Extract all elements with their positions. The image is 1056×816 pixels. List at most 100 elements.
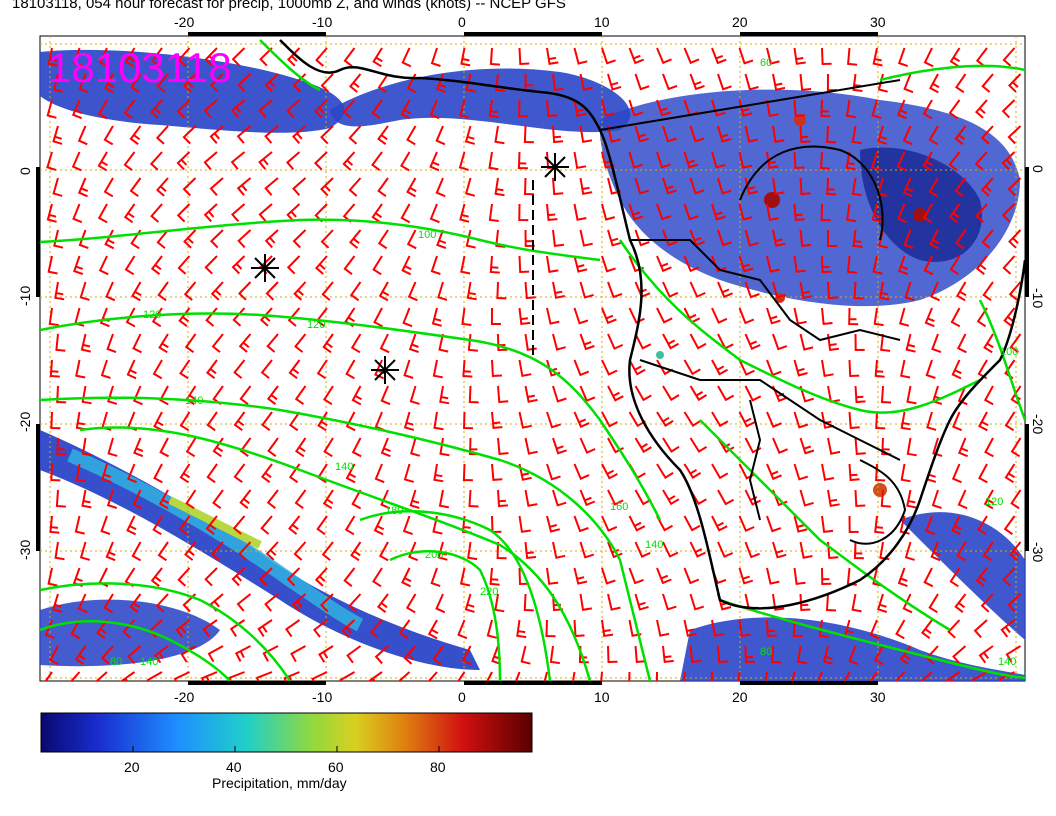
wind-barb (846, 567, 857, 586)
wind-barb (203, 203, 218, 223)
wind-barb (854, 385, 866, 404)
wind-barb (433, 463, 444, 483)
colorbar-tick: 80 (430, 759, 446, 775)
wind-barb (286, 255, 301, 275)
wind-barb (983, 385, 994, 406)
wind-barb (880, 489, 891, 508)
wind-barb (949, 567, 961, 588)
wind-barb (683, 255, 700, 273)
wind-barb (980, 593, 994, 613)
wind-barb (546, 567, 559, 585)
wind-barb (496, 281, 507, 300)
wind-barb (438, 333, 449, 353)
wind-barb (689, 541, 706, 558)
wind-barb (351, 489, 362, 510)
wind-barb (711, 619, 724, 637)
wind-barb (853, 541, 864, 560)
wind-barb (457, 619, 468, 640)
contour-line (40, 620, 231, 681)
wind-barb (662, 645, 674, 664)
wind-barb (286, 47, 301, 67)
wind-barb (123, 203, 136, 224)
wind-barb (628, 203, 644, 221)
wind-barb (766, 307, 781, 325)
wind-barb (204, 567, 218, 587)
wind-barb (738, 359, 755, 376)
lat-tick-right: -10 (1030, 288, 1046, 308)
wind-barb (185, 489, 197, 510)
wind-barb (72, 203, 83, 224)
wind-barb (998, 671, 1015, 681)
wind-barb (294, 333, 307, 353)
wind-barb (902, 125, 913, 146)
wind-barb (173, 671, 190, 681)
wind-barb (95, 671, 108, 681)
wind-barb (183, 229, 197, 249)
contour-line (389, 550, 502, 681)
wind-barb (853, 281, 864, 300)
wind-barb (293, 541, 307, 561)
wind-barb (266, 385, 279, 405)
lon-tick-bottom: 0 (458, 689, 466, 705)
wind-barb (847, 255, 858, 274)
precip-southeast-ocean (680, 617, 1025, 681)
wind-barb (157, 541, 169, 562)
wind-barb (233, 359, 246, 379)
wind-barb (150, 203, 163, 223)
contour-line (40, 582, 292, 681)
wind-barb (129, 125, 142, 146)
wind-barb (266, 489, 279, 509)
wind-barb (744, 281, 760, 299)
wind-barb (259, 47, 273, 67)
wind-barb (543, 671, 548, 681)
wind-barb (153, 411, 164, 432)
wind-barb (497, 385, 509, 404)
wind-barb (290, 645, 306, 663)
wind-barb (406, 177, 417, 198)
wind-barb (601, 99, 615, 117)
wind-barb (292, 229, 307, 249)
wind-barb (291, 125, 307, 144)
wind-barb (77, 177, 89, 198)
lat-tick-right: 0 (1030, 165, 1046, 173)
wind-barb (634, 73, 650, 91)
wind-barb (429, 99, 440, 120)
wind-barb (948, 203, 961, 224)
wind-barb (518, 255, 530, 274)
lat-tick-left: -30 (17, 540, 33, 560)
wind-barb (573, 359, 590, 377)
wind-barb (900, 463, 911, 483)
wind-barb (683, 203, 699, 221)
wind-barb (103, 177, 114, 198)
wind-barb (601, 463, 618, 480)
wind-barb (772, 541, 787, 559)
wind-barb (524, 437, 538, 455)
contour-label: 200 (425, 549, 443, 561)
wind-barb (286, 99, 301, 119)
coastline-west-africa (279, 39, 1025, 610)
wind-barb (744, 645, 755, 664)
wind-barb (579, 281, 594, 299)
wind-barb (717, 385, 735, 402)
wind-barb (106, 489, 118, 509)
wind-barb (490, 307, 501, 325)
wind-barb (957, 437, 969, 458)
wind-barb (457, 671, 466, 681)
wind-barb (711, 515, 728, 532)
wind-barb (313, 151, 328, 171)
wind-barb (267, 437, 279, 458)
wind-barb (346, 645, 362, 664)
wind-barb (518, 307, 531, 326)
wind-barb (766, 567, 780, 585)
wind-barb (848, 411, 860, 430)
wind-barb (826, 125, 837, 144)
wind-barb (573, 151, 587, 169)
wind-barb (97, 151, 109, 172)
wind-barb (951, 359, 962, 380)
wind-barb (799, 489, 814, 507)
wind-barb (153, 645, 169, 664)
wind-barb (461, 645, 472, 666)
wind-barb (524, 489, 538, 507)
border (739, 145, 884, 241)
wind-barb (342, 99, 356, 119)
